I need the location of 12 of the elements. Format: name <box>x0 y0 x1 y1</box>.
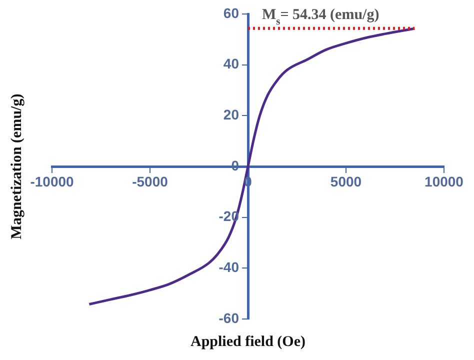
x-tick-label: -5000 <box>132 173 168 190</box>
line-series <box>88 27 416 306</box>
y-tick-label: 40 <box>223 56 240 72</box>
y-tick-label: 20 <box>223 106 240 123</box>
y-axis-title: Magnetization (emu/g) <box>8 94 25 240</box>
y-tick-label: -60 <box>218 310 240 326</box>
x-axis-title: Applied field (Oe) <box>190 334 306 350</box>
y-tick-label: -40 <box>218 259 240 276</box>
x-tick-label: 5000 <box>330 173 362 190</box>
x-tick-label: 10000 <box>424 173 464 190</box>
x-tick-label: -10000 <box>30 173 74 190</box>
y-tick-label: 60 <box>223 4 240 21</box>
